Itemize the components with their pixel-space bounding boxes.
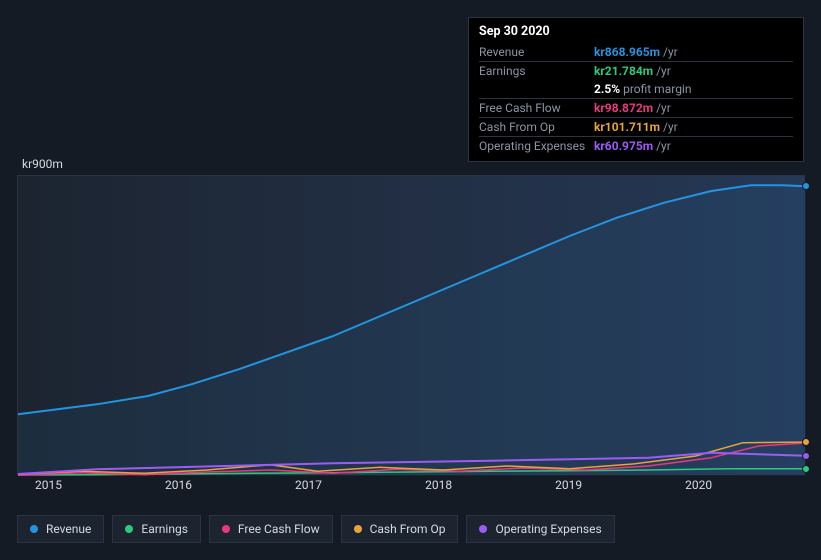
end-marker-operating_expenses: [802, 452, 810, 460]
tooltip-value: kr101.711m/yr: [594, 118, 793, 137]
x-tick: 2016: [165, 478, 192, 492]
end-marker-earnings: [802, 465, 810, 473]
legend-item-cash_from_op[interactable]: Cash From Op: [341, 515, 459, 543]
legend-label: Earnings: [141, 522, 188, 536]
tooltip-key: Cash From Op: [479, 118, 594, 137]
x-tick: 2019: [555, 478, 582, 492]
tooltip-panel: Sep 30 2020 Revenuekr868.965m/yrEarnings…: [468, 17, 804, 162]
x-tick: 2017: [295, 478, 322, 492]
legend-label: Free Cash Flow: [238, 522, 320, 536]
tooltip-value: kr868.965m/yr: [594, 43, 793, 62]
tooltip-table: Revenuekr868.965m/yrEarningskr21.784m/yr…: [479, 43, 793, 155]
legend-label: Operating Expenses: [495, 522, 601, 536]
tooltip-key: Earnings: [479, 62, 594, 81]
x-axis: 2015 2016 2017 2018 2019 2020: [17, 478, 805, 498]
tooltip-subrow: 2.5% profit margin: [479, 80, 793, 99]
legend-dot-icon: [479, 525, 487, 533]
plot-area: [17, 175, 805, 475]
y-tick-max: kr900m: [22, 157, 63, 171]
tooltip-date: Sep 30 2020: [479, 24, 793, 39]
legend-item-free_cash_flow[interactable]: Free Cash Flow: [209, 515, 333, 543]
end-marker-cash_from_op: [802, 438, 810, 446]
legend: Revenue Earnings Free Cash Flow Cash From O…: [17, 515, 615, 543]
x-tick: 2018: [425, 478, 452, 492]
legend-dot-icon: [30, 525, 38, 533]
legend-label: Revenue: [46, 522, 91, 536]
legend-item-operating_expenses[interactable]: Operating Expenses: [466, 515, 614, 543]
tooltip-value: kr60.975m/yr: [594, 137, 793, 156]
tooltip-row: Operating Expenseskr60.975m/yr: [479, 137, 793, 156]
legend-dot-icon: [222, 525, 230, 533]
legend-dot-icon: [354, 525, 362, 533]
end-marker-revenue: [802, 182, 810, 190]
tooltip-row: Earningskr21.784m/yr: [479, 62, 793, 81]
tooltip-value: kr98.872m/yr: [594, 99, 793, 118]
tooltip-key: Revenue: [479, 43, 594, 62]
legend-dot-icon: [125, 525, 133, 533]
tooltip-row: Revenuekr868.965m/yr: [479, 43, 793, 62]
tooltip-key: Operating Expenses: [479, 137, 594, 156]
legend-label: Cash From Op: [370, 522, 446, 536]
x-tick: 2015: [35, 478, 62, 492]
tooltip-key: Free Cash Flow: [479, 99, 594, 118]
tooltip-value: kr21.784m/yr: [594, 62, 793, 81]
legend-item-earnings[interactable]: Earnings: [112, 515, 201, 543]
plot-svg: [18, 176, 806, 476]
x-tick: 2020: [685, 478, 712, 492]
tooltip-row: Cash From Opkr101.711m/yr: [479, 118, 793, 137]
legend-item-revenue[interactable]: Revenue: [17, 515, 104, 543]
tooltip-row: Free Cash Flowkr98.872m/yr: [479, 99, 793, 118]
